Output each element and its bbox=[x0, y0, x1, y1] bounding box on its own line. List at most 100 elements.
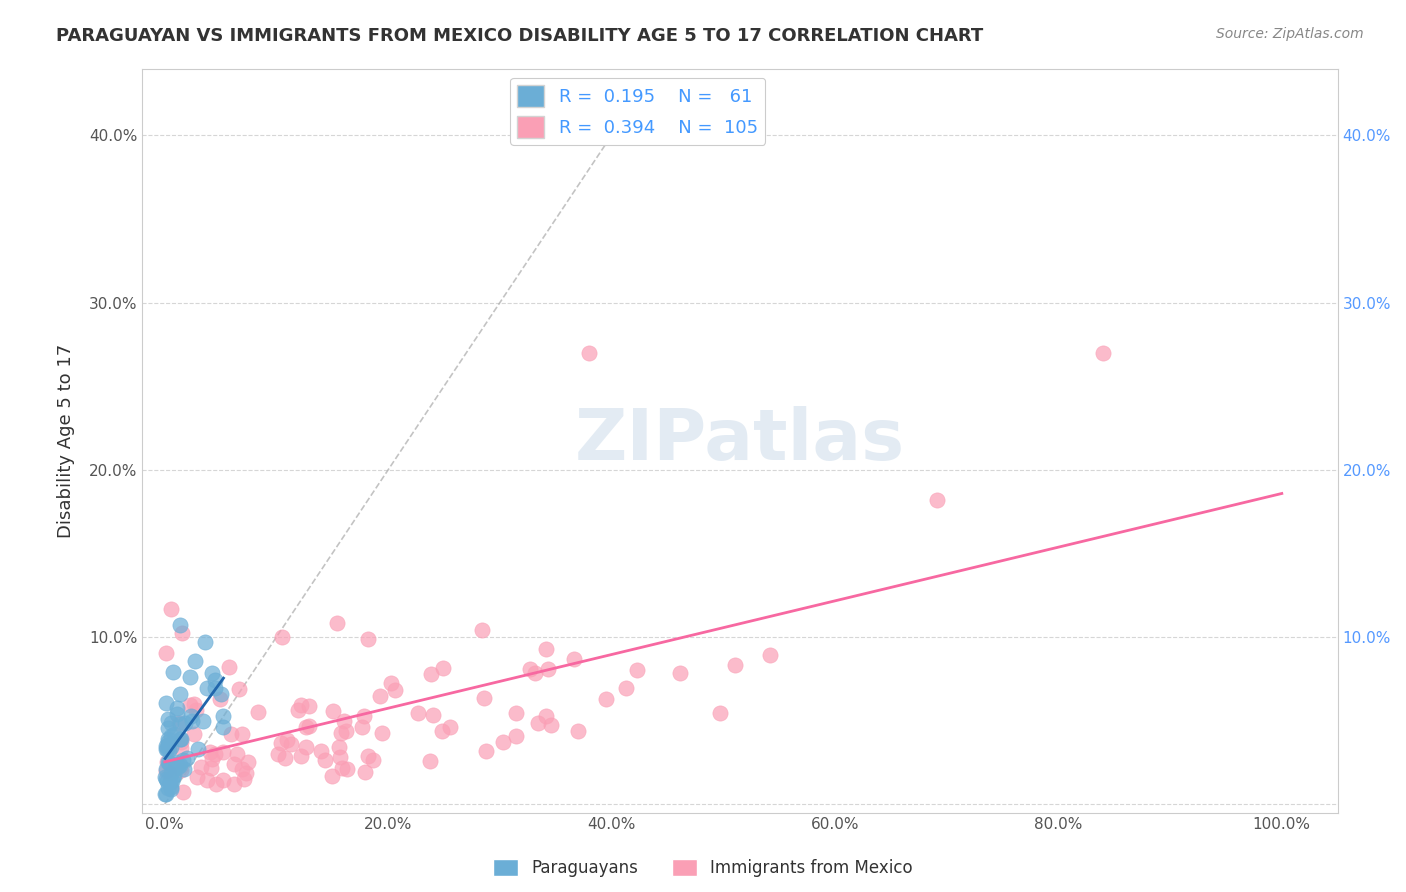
Paraguayans bbox=[201, 665, 224, 680]
Immigrants from Mexico bbox=[328, 740, 350, 755]
Paraguayans bbox=[163, 726, 186, 740]
Paraguayans bbox=[194, 635, 217, 649]
Immigrants from Mexico bbox=[298, 719, 321, 733]
Immigrants from Mexico bbox=[350, 721, 373, 735]
Paraguayans bbox=[166, 700, 188, 714]
Immigrants from Mexico bbox=[183, 727, 205, 741]
Immigrants from Mexico bbox=[314, 754, 336, 768]
Paraguayans bbox=[183, 654, 205, 668]
Immigrants from Mexico bbox=[475, 744, 498, 758]
Immigrants from Mexico bbox=[155, 764, 177, 778]
Paraguayans bbox=[162, 665, 184, 679]
Immigrants from Mexico bbox=[595, 691, 617, 706]
Immigrants from Mexico bbox=[186, 771, 208, 785]
Immigrants from Mexico bbox=[927, 492, 949, 507]
Immigrants from Mexico bbox=[155, 647, 177, 661]
Immigrants from Mexico bbox=[326, 615, 349, 630]
Immigrants from Mexico bbox=[183, 697, 205, 711]
Immigrants from Mexico bbox=[190, 759, 212, 773]
Immigrants from Mexico bbox=[198, 745, 221, 759]
Paraguayans bbox=[155, 739, 177, 753]
Paraguayans bbox=[169, 732, 191, 747]
Paraguayans bbox=[157, 712, 180, 726]
Immigrants from Mexico bbox=[709, 706, 731, 720]
Immigrants from Mexico bbox=[184, 703, 207, 717]
Immigrants from Mexico bbox=[614, 681, 637, 696]
Paraguayans bbox=[169, 731, 191, 746]
Paraguayans bbox=[167, 759, 190, 773]
Immigrants from Mexico bbox=[759, 648, 782, 663]
Immigrants from Mexico bbox=[505, 706, 527, 720]
Paraguayans bbox=[160, 780, 183, 794]
Immigrants from Mexico bbox=[270, 736, 292, 750]
Immigrants from Mexico bbox=[225, 747, 247, 761]
Immigrants from Mexico bbox=[222, 757, 245, 772]
Paraguayans bbox=[209, 687, 232, 701]
Paraguayans bbox=[204, 681, 226, 695]
Paraguayans bbox=[163, 767, 186, 781]
Immigrants from Mexico bbox=[408, 706, 430, 720]
Immigrants from Mexico bbox=[231, 727, 253, 741]
Immigrants from Mexico bbox=[322, 704, 344, 718]
Immigrants from Mexico bbox=[228, 681, 250, 696]
Immigrants from Mexico bbox=[294, 720, 316, 734]
Immigrants from Mexico bbox=[336, 762, 359, 776]
Paraguayans bbox=[155, 696, 177, 710]
Immigrants from Mexico bbox=[298, 699, 321, 714]
Paraguayans bbox=[173, 763, 195, 777]
Immigrants from Mexico bbox=[232, 772, 254, 786]
Paraguayans bbox=[153, 787, 176, 801]
Paraguayans bbox=[169, 617, 191, 632]
Paraguayans bbox=[159, 782, 181, 797]
Immigrants from Mexico bbox=[578, 345, 600, 359]
Immigrants from Mexico bbox=[526, 715, 548, 730]
Immigrants from Mexico bbox=[353, 765, 375, 780]
Paraguayans bbox=[179, 670, 201, 684]
Immigrants from Mexico bbox=[218, 660, 240, 674]
Paraguayans bbox=[155, 772, 177, 787]
Paraguayans bbox=[169, 716, 191, 731]
Paraguayans bbox=[156, 774, 179, 789]
Immigrants from Mexico bbox=[172, 785, 194, 799]
Paraguayans bbox=[176, 751, 198, 765]
Paraguayans bbox=[204, 673, 226, 687]
Paraguayans bbox=[162, 774, 184, 789]
Legend: Paraguayans, Immigrants from Mexico: Paraguayans, Immigrants from Mexico bbox=[486, 852, 920, 884]
Immigrants from Mexico bbox=[471, 624, 494, 638]
Immigrants from Mexico bbox=[274, 751, 297, 765]
Paraguayans bbox=[156, 756, 179, 770]
Paraguayans bbox=[157, 756, 180, 771]
Immigrants from Mexico bbox=[170, 735, 193, 749]
Paraguayans bbox=[174, 716, 197, 731]
Immigrants from Mexico bbox=[329, 750, 352, 764]
Paraguayans bbox=[155, 770, 177, 784]
Immigrants from Mexico bbox=[540, 718, 562, 732]
Immigrants from Mexico bbox=[208, 691, 231, 706]
Immigrants from Mexico bbox=[330, 762, 353, 776]
Text: PARAGUAYAN VS IMMIGRANTS FROM MEXICO DISABILITY AGE 5 TO 17 CORRELATION CHART: PARAGUAYAN VS IMMIGRANTS FROM MEXICO DIS… bbox=[56, 27, 983, 45]
Paraguayans bbox=[181, 714, 204, 728]
Text: ZIPatlas: ZIPatlas bbox=[575, 406, 905, 475]
Legend: R =  0.195    N =   61, R =  0.394    N =  105: R = 0.195 N = 61, R = 0.394 N = 105 bbox=[510, 78, 765, 145]
Paraguayans bbox=[160, 730, 183, 744]
Paraguayans bbox=[212, 720, 235, 734]
Immigrants from Mexico bbox=[321, 769, 343, 783]
Immigrants from Mexico bbox=[1092, 345, 1115, 359]
Immigrants from Mexico bbox=[280, 737, 302, 751]
Immigrants from Mexico bbox=[201, 752, 224, 766]
Immigrants from Mexico bbox=[287, 703, 309, 717]
Immigrants from Mexico bbox=[224, 777, 246, 791]
Immigrants from Mexico bbox=[309, 744, 332, 758]
Paraguayans bbox=[187, 742, 209, 756]
Immigrants from Mexico bbox=[368, 689, 391, 703]
Paraguayans bbox=[191, 714, 214, 728]
Immigrants from Mexico bbox=[356, 632, 378, 647]
Immigrants from Mexico bbox=[419, 754, 441, 768]
Paraguayans bbox=[169, 687, 191, 701]
Immigrants from Mexico bbox=[170, 625, 193, 640]
Immigrants from Mexico bbox=[156, 756, 179, 770]
Paraguayans bbox=[157, 735, 180, 749]
Immigrants from Mexico bbox=[534, 708, 557, 723]
Immigrants from Mexico bbox=[626, 663, 648, 677]
Paraguayans bbox=[212, 709, 235, 723]
